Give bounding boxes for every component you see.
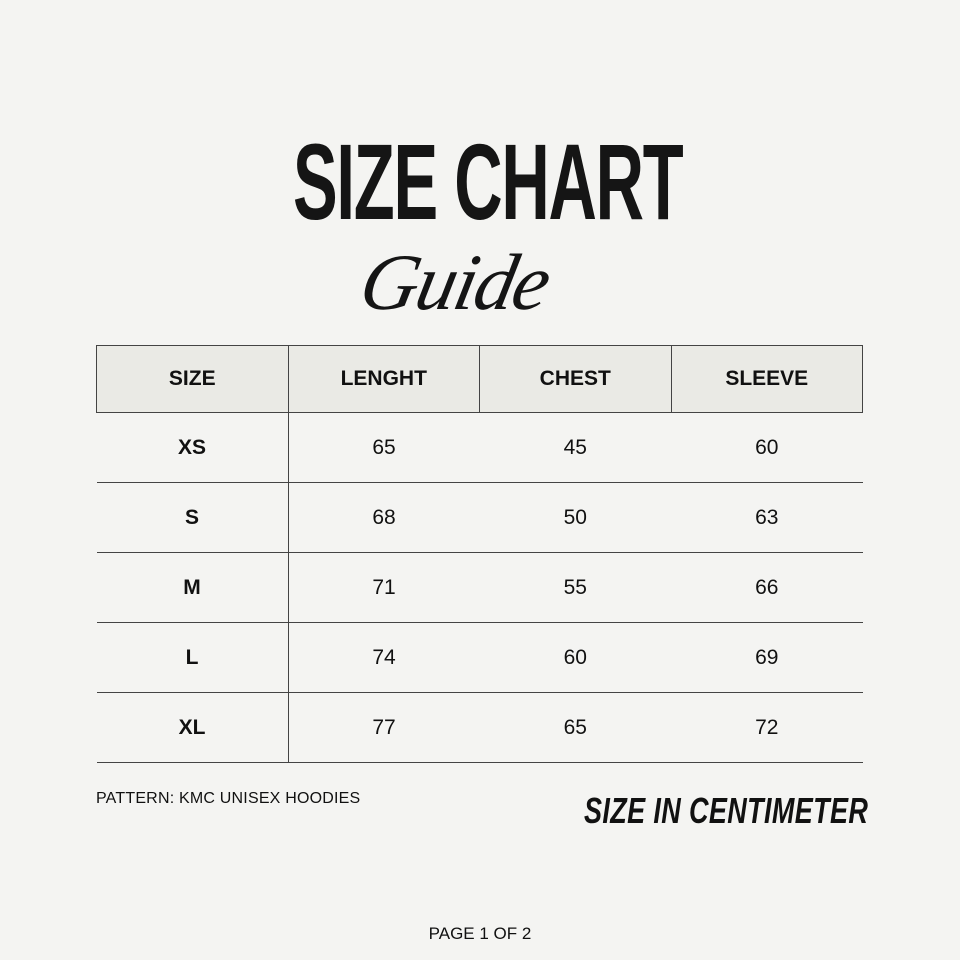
pattern-label: PATTERN: KMC UNISEX HOODIES — [96, 790, 361, 807]
measurement-cell: 45 — [479, 412, 671, 483]
measurement-cell: 63 — [671, 482, 863, 553]
measurement-cell: 66 — [671, 552, 863, 623]
measurement-cell: 74 — [288, 622, 480, 693]
size-cell: L — [96, 622, 289, 693]
header-chest: CHEST — [479, 345, 672, 413]
table-header-row: SIZE LENGHT CHEST SLEEVE — [96, 345, 863, 413]
table-row: XS 65 45 60 — [96, 412, 863, 483]
unit-note: SIZE IN CENTIMETER — [584, 790, 869, 831]
page-indicator: PAGE 1 OF 2 — [428, 924, 532, 943]
header-length: LENGHT — [287, 345, 480, 413]
measurement-cell: 69 — [671, 622, 863, 693]
table-body: XS 65 45 60 S 68 50 63 M 71 55 66 L 74 60 69 XL 77 65 72 — [96, 412, 863, 763]
table-row: M 71 55 66 — [96, 552, 863, 623]
size-cell: M — [96, 552, 289, 623]
table-row: XL 77 65 72 — [96, 692, 863, 763]
measurement-cell: 60 — [671, 412, 863, 483]
size-table: SIZE LENGHT CHEST SLEEVE XS 65 45 60 S 68 50 63… — [96, 345, 863, 763]
size-cell: XS — [96, 412, 289, 483]
measurement-cell: 60 — [479, 622, 671, 693]
header-size: SIZE — [96, 345, 289, 413]
measurement-cell: 65 — [288, 412, 480, 483]
title-size-chart: SIZE CHART — [293, 121, 684, 242]
title-guide-script: Guide — [352, 239, 557, 327]
table-row: S 68 50 63 — [96, 482, 863, 553]
measurement-cell: 68 — [288, 482, 480, 553]
size-cell: XL — [96, 692, 289, 763]
size-cell: S — [96, 482, 289, 553]
measurement-cell: 65 — [479, 692, 671, 763]
measurement-cell: 72 — [671, 692, 863, 763]
measurement-cell: 55 — [479, 552, 671, 623]
header-sleeve: SLEEVE — [670, 345, 863, 413]
table-row: L 74 60 69 — [96, 622, 863, 693]
measurement-cell: 50 — [479, 482, 671, 553]
measurement-cell: 77 — [288, 692, 480, 763]
measurement-cell: 71 — [288, 552, 480, 623]
